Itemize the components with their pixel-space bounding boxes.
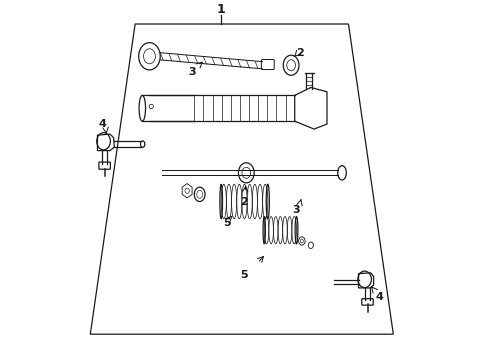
Text: 2: 2	[296, 48, 304, 58]
Text: 2: 2	[240, 197, 248, 207]
Text: 4: 4	[99, 120, 106, 129]
Text: 3: 3	[292, 206, 300, 216]
Text: 5: 5	[223, 218, 230, 228]
Text: 5: 5	[240, 270, 248, 280]
Text: 1: 1	[216, 3, 225, 16]
Text: 4: 4	[374, 292, 382, 302]
Text: 3: 3	[188, 67, 196, 77]
